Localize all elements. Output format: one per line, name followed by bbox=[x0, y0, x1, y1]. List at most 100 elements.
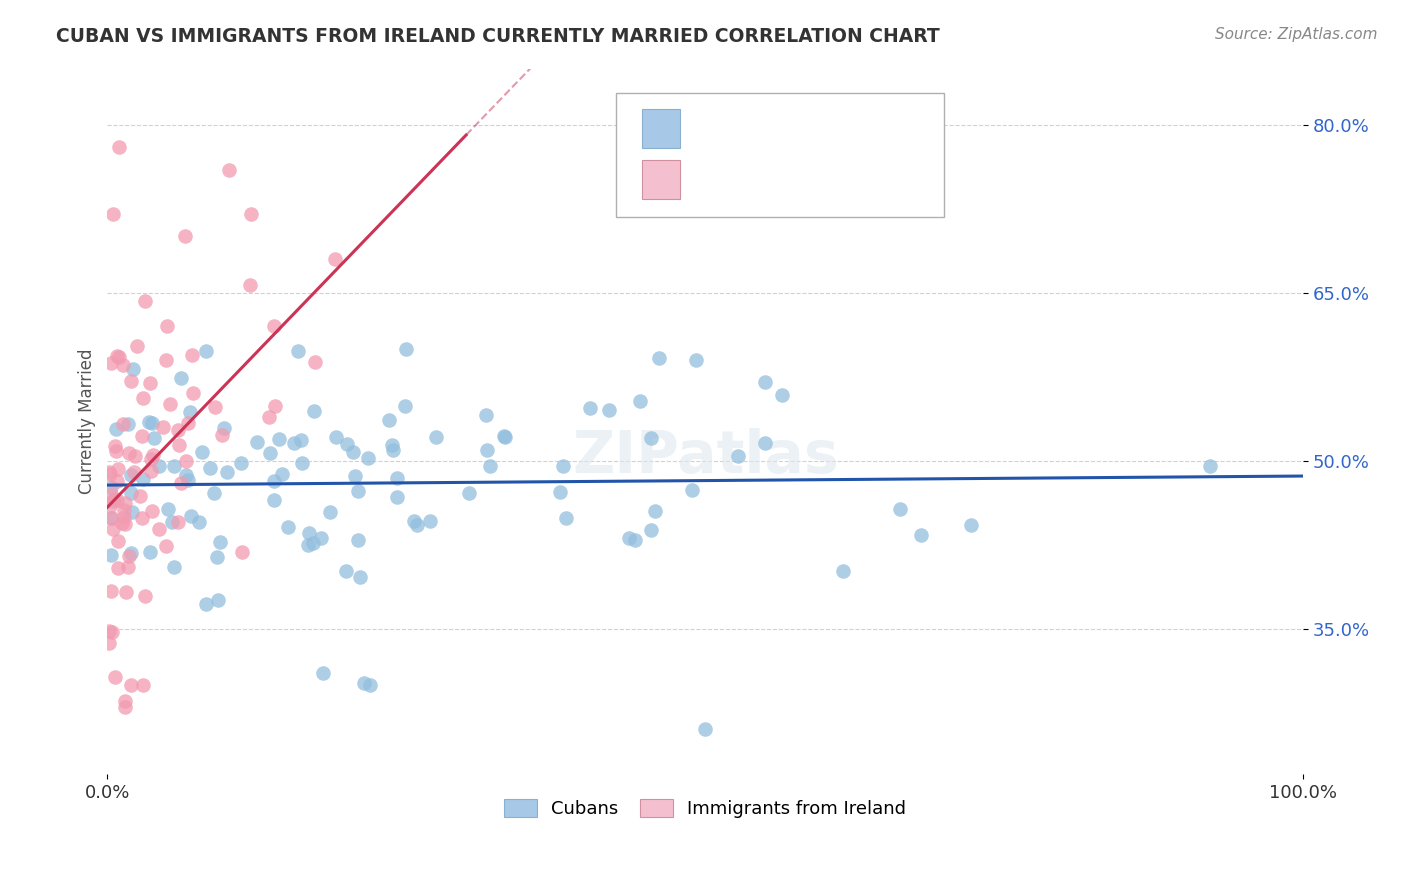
Point bbox=[344, 469, 367, 483]
Point bbox=[107, 561, 129, 575]
Point bbox=[425, 430, 447, 444]
Point bbox=[419, 514, 441, 528]
Point bbox=[117, 560, 139, 574]
Point bbox=[277, 519, 299, 533]
Point bbox=[889, 501, 911, 516]
Point bbox=[124, 449, 146, 463]
Point bbox=[117, 417, 139, 432]
Point bbox=[640, 523, 662, 537]
Point bbox=[120, 468, 142, 483]
Point bbox=[167, 438, 190, 452]
Point bbox=[458, 486, 481, 500]
Point bbox=[297, 538, 319, 552]
Point bbox=[208, 535, 231, 549]
Point bbox=[101, 624, 124, 639]
Point bbox=[101, 511, 124, 525]
Point bbox=[287, 344, 309, 359]
Point bbox=[381, 443, 404, 458]
Point bbox=[177, 417, 200, 431]
Point bbox=[492, 429, 515, 443]
Point bbox=[770, 388, 793, 402]
Text: 0.332: 0.332 bbox=[740, 170, 808, 189]
Point bbox=[107, 461, 129, 475]
Point bbox=[640, 431, 662, 445]
Text: Source: ZipAtlas.com: Source: ZipAtlas.com bbox=[1215, 27, 1378, 42]
Point bbox=[170, 371, 193, 385]
Point bbox=[579, 401, 602, 416]
Point bbox=[111, 417, 134, 431]
Point bbox=[103, 670, 125, 684]
Point bbox=[239, 278, 262, 293]
Point bbox=[117, 549, 139, 563]
Point bbox=[910, 527, 932, 541]
Point bbox=[132, 677, 155, 691]
Point bbox=[152, 420, 174, 434]
Point bbox=[387, 490, 409, 504]
Point bbox=[685, 352, 707, 367]
Point bbox=[617, 532, 640, 546]
Point bbox=[100, 548, 122, 562]
Point bbox=[114, 496, 136, 510]
Point bbox=[347, 533, 370, 548]
Point bbox=[180, 348, 202, 362]
Point bbox=[644, 504, 666, 518]
Point bbox=[359, 677, 381, 691]
Point bbox=[115, 585, 138, 599]
Point bbox=[1199, 458, 1222, 473]
Point bbox=[378, 413, 401, 427]
Point bbox=[98, 624, 121, 638]
Point bbox=[205, 549, 228, 564]
Point bbox=[105, 492, 128, 507]
Point bbox=[187, 515, 209, 529]
Point bbox=[336, 437, 359, 451]
Text: N =  80: N = 80 bbox=[828, 170, 908, 189]
Point bbox=[695, 723, 717, 737]
Point bbox=[156, 319, 179, 334]
Point bbox=[727, 449, 749, 463]
Point bbox=[323, 252, 346, 266]
Point bbox=[131, 429, 153, 443]
Point bbox=[325, 430, 347, 444]
Point bbox=[105, 444, 128, 458]
Point bbox=[207, 593, 229, 607]
Point bbox=[167, 423, 190, 437]
Point bbox=[129, 489, 152, 503]
Point bbox=[648, 351, 671, 366]
Point bbox=[302, 404, 325, 418]
Point bbox=[353, 676, 375, 690]
Point bbox=[180, 508, 202, 523]
Point bbox=[103, 491, 125, 506]
Point bbox=[319, 505, 342, 519]
Point bbox=[155, 353, 177, 368]
Point bbox=[162, 458, 184, 473]
Point bbox=[103, 522, 125, 536]
Point bbox=[105, 349, 128, 363]
Point bbox=[347, 484, 370, 499]
Point bbox=[304, 355, 326, 369]
Point bbox=[259, 445, 281, 459]
Point bbox=[218, 163, 240, 178]
Point bbox=[385, 471, 408, 485]
Point bbox=[298, 526, 321, 541]
Point bbox=[479, 459, 502, 474]
Point bbox=[628, 394, 651, 409]
Point bbox=[179, 404, 201, 418]
Y-axis label: Currently Married: Currently Married bbox=[79, 349, 96, 494]
Point bbox=[190, 445, 212, 459]
Point bbox=[141, 504, 163, 518]
Bar bbox=[643, 161, 681, 199]
Point bbox=[163, 560, 186, 574]
Point bbox=[342, 445, 364, 459]
Point bbox=[134, 293, 156, 308]
Point bbox=[155, 539, 177, 553]
Text: -0.042: -0.042 bbox=[740, 120, 810, 138]
Point bbox=[551, 458, 574, 473]
Point bbox=[118, 446, 141, 460]
Point bbox=[554, 511, 576, 525]
Point bbox=[114, 700, 136, 714]
Point bbox=[271, 467, 294, 482]
Point bbox=[494, 429, 516, 443]
Point bbox=[107, 533, 129, 548]
Text: CUBAN VS IMMIGRANTS FROM IRELAND CURRENTLY MARRIED CORRELATION CHART: CUBAN VS IMMIGRANTS FROM IRELAND CURRENT… bbox=[56, 27, 941, 45]
Point bbox=[100, 583, 122, 598]
